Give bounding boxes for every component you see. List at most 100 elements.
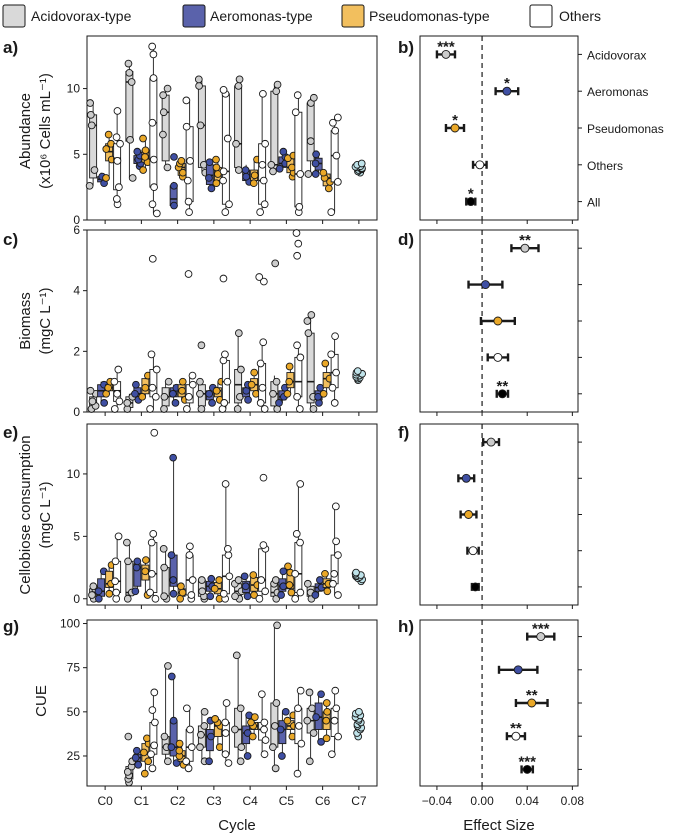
data-point: [159, 91, 167, 99]
ylabel-biomass: Biomass: [17, 292, 34, 350]
data-point: [112, 195, 121, 203]
data-point: [116, 139, 124, 148]
data-point: [334, 732, 342, 741]
data-point: [233, 405, 242, 413]
data-point: [184, 197, 193, 206]
xlabel-effect-size: Effect Size: [463, 817, 534, 834]
y-tick-label: 5: [73, 529, 80, 543]
data-point: [110, 405, 119, 413]
data-point: [322, 734, 331, 743]
data-point: [175, 739, 184, 748]
x-tick-label: 0.08: [561, 794, 585, 808]
data-point: [309, 729, 318, 737]
x-tick-label: C4: [242, 794, 258, 808]
data-point: [124, 59, 133, 68]
effect-estimate: [461, 473, 471, 483]
data-point: [194, 75, 203, 84]
panel-tag-b: b): [398, 38, 414, 57]
panel-tag-a: a): [3, 38, 18, 57]
box-C1-g0: [123, 392, 137, 413]
data-point: [307, 311, 316, 319]
data-point: [257, 576, 266, 584]
data-point: [355, 707, 363, 716]
data-point: [112, 594, 121, 603]
data-point: [113, 157, 122, 165]
effect-estimate: [513, 665, 523, 675]
data-point: [306, 137, 315, 145]
box-C6-g3: [328, 686, 342, 759]
data-point: [197, 341, 206, 350]
data-point: [297, 739, 306, 748]
data-point: [321, 569, 329, 578]
data-point: [123, 768, 132, 776]
box: [234, 85, 243, 168]
data-point: [212, 179, 221, 188]
data-point: [293, 341, 301, 350]
data-point: [331, 502, 340, 511]
data-point: [294, 704, 302, 713]
effect-row-label: Acidovorax: [587, 48, 646, 62]
data-point: [330, 569, 338, 578]
effect-estimate: [493, 316, 503, 326]
data-point: [323, 707, 332, 716]
box-C7: [351, 159, 366, 177]
data-point: [281, 707, 290, 716]
data-point: [232, 651, 241, 660]
box: [294, 356, 303, 398]
box: [149, 542, 158, 593]
data-point: [235, 75, 244, 84]
data-point: [188, 380, 197, 389]
effect-row-pseudomonas: Pseudomonas *: [444, 112, 664, 136]
data-point: [261, 139, 269, 148]
data-point: [211, 715, 219, 723]
data-point: [208, 399, 216, 407]
data-point: [285, 362, 294, 371]
data-point: [147, 569, 156, 578]
ylabel-cellobiose-units: (mgC L⁻¹): [37, 481, 54, 548]
data-point: [221, 480, 230, 488]
box-C1-g1: [131, 557, 142, 596]
data-point: [275, 164, 284, 173]
data-point: [317, 690, 325, 699]
box-C4-g0: [231, 651, 246, 766]
data-point: [248, 732, 257, 741]
data-point: [196, 389, 204, 398]
data-point: [277, 591, 285, 599]
y-tick-label: 0: [73, 405, 80, 419]
data-point: [272, 87, 281, 96]
effect-panel-b: Acidovorax *** Aeromonas * Pseudomonas * Other…: [419, 35, 664, 224]
data-point: [303, 716, 312, 725]
y-tick-label: 5: [73, 147, 80, 161]
data-point: [169, 576, 178, 584]
data-point: [283, 389, 292, 398]
data-point: [124, 557, 132, 566]
data-point: [175, 746, 184, 755]
data-point: [295, 405, 304, 413]
legend-swatch-aeromonas: [182, 4, 206, 28]
effect-row-pseudomonas: **: [514, 687, 582, 708]
data-point: [249, 179, 258, 188]
data-point: [128, 174, 137, 182]
box-C1-g1: [131, 380, 143, 404]
data-point: [132, 563, 141, 572]
data-point: [110, 377, 119, 386]
significance-label: *: [468, 186, 474, 203]
data-point: [273, 621, 281, 630]
data-point: [256, 208, 264, 216]
box-C0-g1: [94, 567, 108, 603]
data-point: [195, 82, 203, 90]
data-point: [259, 338, 268, 347]
data-point: [311, 170, 320, 178]
data-point: [322, 716, 331, 725]
data-point: [123, 399, 132, 407]
data-point: [296, 353, 305, 362]
box-C2-g0: [159, 84, 172, 172]
effect-row-label: Aeromonas: [587, 85, 648, 99]
data-point: [182, 96, 191, 105]
data-point: [304, 170, 313, 178]
data-point: [150, 688, 159, 697]
x-tick-label: −0.04: [422, 794, 453, 808]
data-point: [285, 581, 294, 589]
data-point: [123, 538, 131, 547]
